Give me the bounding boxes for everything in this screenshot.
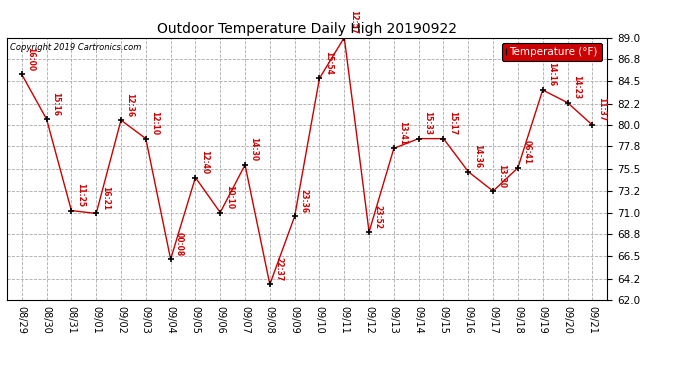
Legend: Temperature (°F): Temperature (°F)	[502, 43, 602, 61]
Text: 10:10: 10:10	[225, 185, 234, 209]
Text: 12:57: 12:57	[348, 10, 357, 34]
Text: 12:40: 12:40	[200, 150, 209, 174]
Text: 13:30: 13:30	[497, 164, 506, 188]
Text: 15:17: 15:17	[448, 111, 457, 135]
Text: 13:41: 13:41	[398, 121, 407, 145]
Title: Outdoor Temperature Daily High 20190922: Outdoor Temperature Daily High 20190922	[157, 22, 457, 36]
Text: 15:33: 15:33	[423, 111, 432, 135]
Text: 16:21: 16:21	[101, 186, 110, 210]
Text: 14:23: 14:23	[572, 75, 581, 99]
Text: 23:36: 23:36	[299, 189, 308, 213]
Text: Copyright 2019 Cartronics.com: Copyright 2019 Cartronics.com	[10, 43, 141, 52]
Text: 00:08: 00:08	[175, 231, 184, 256]
Text: 23:52: 23:52	[373, 204, 382, 228]
Text: 14:16: 14:16	[547, 63, 556, 87]
Text: 14:30: 14:30	[250, 137, 259, 162]
Text: 11:25: 11:25	[76, 183, 85, 207]
Text: 12:36: 12:36	[126, 93, 135, 117]
Text: 15:16: 15:16	[51, 92, 60, 116]
Text: 14:36: 14:36	[473, 144, 482, 168]
Text: 12:10: 12:10	[150, 111, 159, 135]
Text: 06:41: 06:41	[522, 140, 531, 164]
Text: 15:54: 15:54	[324, 51, 333, 75]
Text: 16:00: 16:00	[26, 47, 35, 71]
Text: 11:37: 11:37	[597, 98, 606, 122]
Text: 22:37: 22:37	[275, 257, 284, 281]
